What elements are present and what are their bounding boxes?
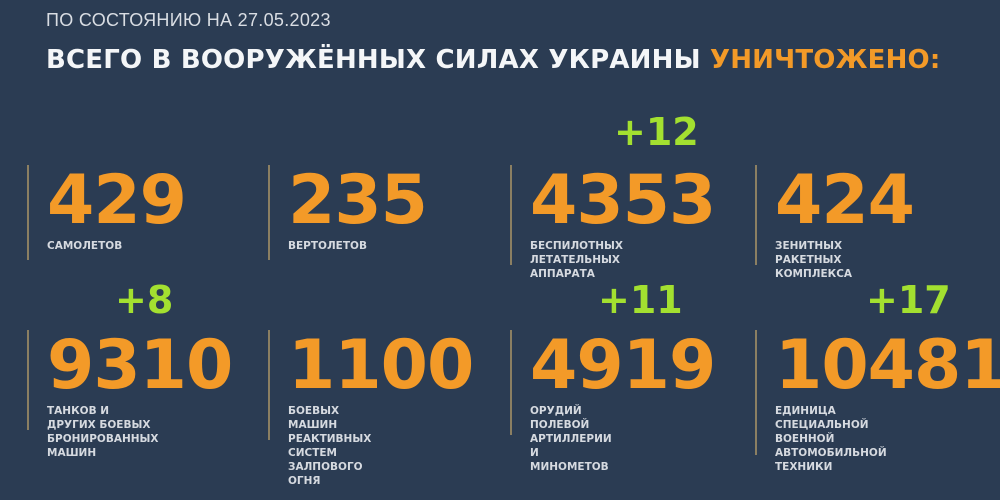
- stat-value: 4353: [530, 161, 716, 240]
- title-highlight: УНИЧТОЖЕНО:: [709, 45, 941, 75]
- stat-value: 10481: [775, 326, 1000, 405]
- stat-label: САМОЛЕТОВ: [47, 240, 123, 252]
- page-title: ВСЕГО В ВООРУЖЁННЫХ СИЛАХ УКРАИНЫ УНИЧТО…: [46, 45, 940, 75]
- divider: [755, 330, 757, 455]
- stat-label: БЕСПИЛОТНЫХ ЛЕТАТЕЛЬНЫХ АППАРАТА: [530, 240, 624, 280]
- stat-value: 424: [775, 161, 915, 240]
- stat-value: 429: [47, 161, 187, 240]
- stat-delta: +8: [115, 278, 174, 322]
- divider: [27, 165, 29, 260]
- divider: [510, 165, 512, 265]
- stat-label: ЗЕНИТНЫХ РАКЕТНЫХ КОМПЛЕКСА: [775, 240, 853, 280]
- stat-label: ЕДИНИЦА СПЕЦИАЛЬНОЙ ВОЕННОЙ АВТОМОБИЛЬНО…: [775, 405, 887, 473]
- stat-label: ТАНКОВ И ДРУГИХ БОЕВЫХ БРОНИРОВАННЫХ МАШ…: [47, 405, 159, 459]
- divider: [510, 330, 512, 435]
- stat-delta: +12: [614, 110, 699, 154]
- stat-value: 1100: [288, 326, 474, 405]
- stat-label: БОЕВЫХ МАШИН РЕАКТИВНЫХ СИСТЕМ ЗАЛПОВОГО…: [288, 405, 372, 487]
- stat-value: 4919: [530, 326, 716, 405]
- stat-value: 235: [288, 161, 428, 240]
- stat-delta: +17: [866, 278, 951, 322]
- stat-value: 9310: [47, 326, 233, 405]
- report-date: ПО СОСТОЯНИЮ НА 27.05.2023: [46, 10, 331, 30]
- divider: [268, 330, 270, 440]
- stat-label: ВЕРТОЛЕТОВ: [288, 240, 367, 252]
- stat-delta: +11: [598, 278, 683, 322]
- title-main: ВСЕГО В ВООРУЖЁННЫХ СИЛАХ УКРАИНЫ: [46, 45, 710, 75]
- divider: [755, 165, 757, 265]
- stat-label: ОРУДИЙ ПОЛЕВОЙ АРТИЛЛЕРИИ И МИНОМЕТОВ: [530, 405, 612, 473]
- divider: [27, 330, 29, 430]
- divider: [268, 165, 270, 260]
